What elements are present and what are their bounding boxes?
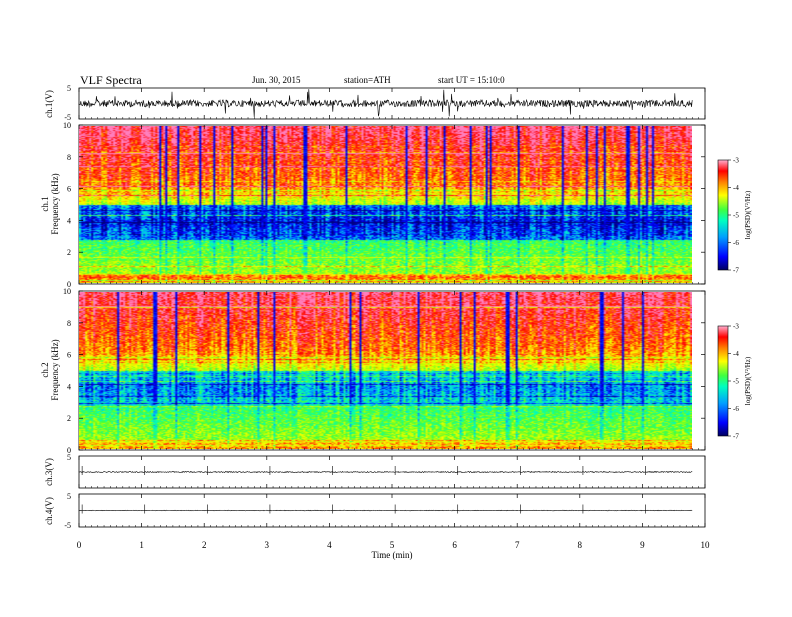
ch4-ytick-top: 5 [67, 492, 71, 501]
ch1-ylabel: ch.1(V) [44, 90, 54, 118]
x-tick-label: 7 [515, 540, 520, 550]
ch2-spectrogram-image [79, 292, 692, 449]
date-label: Jun. 30, 2015 [252, 75, 301, 85]
x-axis-ticks: 0 1 2 3 4 5 6 7 8 9 10 [77, 88, 710, 550]
y-tick-label: 4 [67, 382, 71, 391]
ch2-colorbar: -3 -4 -5 -6 -7 log(PSD)(V²/Hz) [717, 323, 752, 441]
waveform-line [78, 470, 693, 474]
y-tick-label: 6 [67, 185, 71, 194]
colorbar-tick-label: -5 [733, 378, 739, 386]
ch4-ylabel: ch.4(V) [44, 497, 54, 525]
y-tick-label: 2 [67, 414, 71, 423]
x-tick-label: 5 [390, 540, 395, 550]
ch4-waveform-trace [78, 504, 693, 514]
colorbar-tick-label: -5 [733, 212, 739, 220]
ch2-colorbar-label: log(PSD)(V²/Hz) [744, 356, 752, 405]
ch3-ylabel: ch.3(V) [44, 458, 54, 486]
ch4-ytick-bottom: -5 [64, 521, 71, 530]
x-tick-label: 8 [578, 540, 583, 550]
colorbar-tick-label: -6 [733, 405, 739, 413]
station-label: station=ATH [344, 75, 391, 85]
x-tick-label: 4 [327, 540, 332, 550]
ch1-waveform-panel: 5 -5 ch.1(V) [44, 84, 706, 122]
y-tick-label: 0 [67, 446, 71, 455]
y-tick-label: 10 [63, 121, 71, 130]
colorbar-tick-label: -3 [733, 157, 739, 165]
y-tick-label: 4 [67, 216, 71, 225]
waveform-line [78, 509, 693, 512]
waveform-line [78, 89, 693, 118]
y-tick-label: 8 [67, 153, 71, 162]
x-tick-label: 2 [202, 540, 207, 550]
ch1-waveform-trace [78, 89, 693, 118]
y-tick-label: 10 [63, 287, 71, 296]
ch3-waveform-trace [78, 466, 693, 475]
ch1-spectrogram-panel: 0 2 4 6 8 10 ch.1 Frequency (kHz) [40, 121, 706, 289]
y-tick-label: 2 [67, 248, 71, 257]
ch2-channel-label: ch.2 [40, 362, 50, 377]
colorbar-tick-label: -4 [733, 350, 739, 358]
x-tick-label: 9 [640, 540, 645, 550]
colorbar-tick-label: -4 [733, 184, 739, 192]
colorbar-tick-label: -7 [733, 433, 739, 441]
x-axis-label: Time (min) [372, 550, 413, 560]
ch1-channel-label: ch.1 [40, 196, 50, 211]
colorbar-tick-label: -3 [733, 323, 739, 331]
ch4-waveform-panel: 5 -5 ch.4(V) [44, 492, 706, 530]
colorbar-tick-label: -6 [733, 239, 739, 247]
x-tick-label: 6 [452, 540, 457, 550]
x-tick-label: 10 [701, 540, 711, 550]
ch3-waveform-panel: 5 ch.3(V) [44, 453, 706, 489]
ch1-ytick-top: 5 [67, 84, 71, 93]
y-tick-label: 6 [67, 351, 71, 360]
ch1-colorbar-label: log(PSD)(V²/Hz) [744, 190, 752, 239]
figure-title: VLF Spectra [80, 73, 142, 87]
ch1-ytick-bottom: -5 [64, 113, 71, 122]
colorbar-tick-label: -7 [733, 267, 739, 275]
ch2-frequency-label: Frequency (kHz) [50, 339, 60, 400]
ch3-ytick-top: 5 [67, 453, 71, 462]
y-tick-label: 8 [67, 319, 71, 328]
ch2-spectrogram-panel: 0 2 4 6 8 10 ch.2 Frequency (kHz) [40, 287, 706, 455]
ch1-colorbar: -3 -4 -5 -6 -7 log(PSD)(V²/Hz) [717, 157, 752, 275]
x-tick-label: 3 [265, 540, 270, 550]
y-tick-label: 0 [67, 280, 71, 289]
start-time-label: start UT = 15:10:0 [438, 75, 505, 85]
ch1-frequency-label: Frequency (kHz) [50, 173, 60, 234]
ch1-spectrogram-image [79, 126, 692, 283]
x-tick-label: 1 [139, 540, 144, 550]
x-tick-label: 0 [77, 540, 82, 550]
